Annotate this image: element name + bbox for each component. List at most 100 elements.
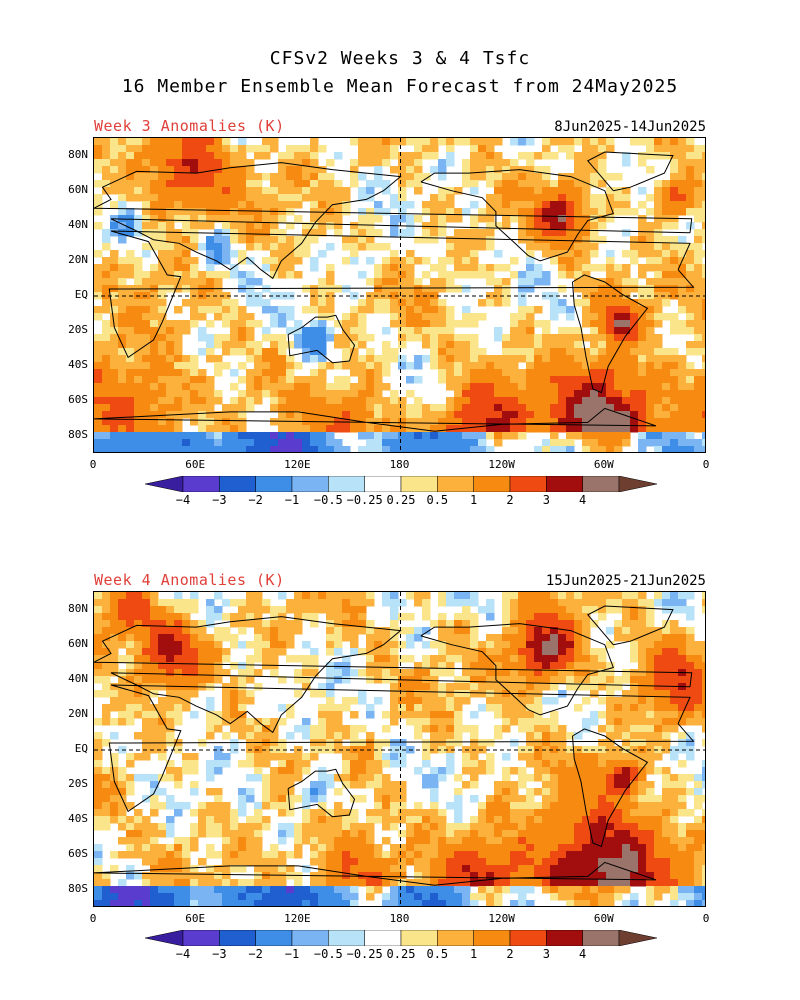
anomaly-cell [510,823,519,831]
anomaly-cell [614,355,623,363]
anomaly-cell [638,802,647,810]
anomaly-cell [526,320,535,328]
anomaly-cell [222,299,231,307]
anomaly-cell [518,725,527,733]
anomaly-cell [398,432,407,440]
anomaly-cell [230,697,239,705]
anomaly-cell [582,264,591,272]
anomaly-cell [110,439,119,447]
anomaly-cell [622,767,631,775]
anomaly-cell [406,180,415,188]
anomaly-cell [150,809,159,817]
anomaly-cell [198,166,207,174]
anomaly-cell [142,313,151,321]
anomaly-cell [326,711,335,719]
anomaly-cell [646,795,655,803]
anomaly-cell [638,348,647,356]
anomaly-cell [310,222,319,230]
anomaly-cell [574,669,583,677]
anomaly-cell [174,257,183,265]
anomaly-cell [630,816,639,824]
anomaly-cell [694,418,703,426]
anomaly-cell [438,599,447,607]
anomaly-cell [246,229,255,237]
anomaly-cell [414,697,423,705]
anomaly-cell [462,620,471,628]
anomaly-cell [406,613,415,621]
anomaly-cell [278,627,287,635]
anomaly-cell [430,432,439,440]
anomaly-cell [470,439,479,447]
anomaly-cell [310,837,319,845]
anomaly-cell [342,341,351,349]
anomaly-cell [518,634,527,642]
anomaly-cell [166,341,175,349]
anomaly-cell [654,285,663,293]
anomaly-cell [566,327,575,335]
anomaly-cell [470,739,479,747]
anomaly-cell [598,376,607,384]
anomaly-cell [198,404,207,412]
anomaly-cell [582,236,591,244]
anomaly-cell [110,327,119,335]
anomaly-cell [318,774,327,782]
anomaly-cell [206,404,215,412]
anomaly-cell [694,655,703,663]
anomaly-cell [238,802,247,810]
anomaly-cell [606,306,615,314]
anomaly-cell [414,690,423,698]
anomaly-cell [558,362,567,370]
anomaly-cell [102,802,111,810]
anomaly-cell [158,439,167,447]
anomaly-cell [150,152,159,160]
anomaly-cell [134,439,143,447]
anomaly-cell [686,439,695,447]
anomaly-cell [190,201,199,209]
anomaly-cell [686,341,695,349]
anomaly-cell [646,222,655,230]
anomaly-cell [294,655,303,663]
anomaly-cell [430,823,439,831]
anomaly-cell [694,718,703,726]
anomaly-cell [190,669,199,677]
anomaly-cell [182,152,191,160]
anomaly-cell [182,397,191,405]
anomaly-cell [334,152,343,160]
anomaly-cell [134,327,143,335]
anomaly-cell [110,613,119,621]
anomaly-cell [454,795,463,803]
anomaly-cell [550,229,559,237]
anomaly-cell [430,138,439,146]
anomaly-cell [686,166,695,174]
anomaly-cell [94,690,103,698]
coastline [108,230,695,359]
anomaly-cell [462,138,471,146]
anomaly-cell [398,669,407,677]
anomaly-cell [174,662,183,670]
anomaly-cell [286,264,295,272]
anomaly-cell [422,236,431,244]
anomaly-cell [334,397,343,405]
anomaly-cell [390,620,399,628]
anomaly-cell [678,432,687,440]
anomaly-cell [446,369,455,377]
anomaly-cell [262,236,271,244]
anomaly-cell [550,152,559,160]
anomaly-cell [254,767,263,775]
anomaly-cell [190,662,199,670]
anomaly-cell [126,627,135,635]
anomaly-cell [446,439,455,447]
anomaly-cell [278,823,287,831]
anomaly-cell [334,592,343,600]
anomaly-cell [142,634,151,642]
anomaly-cell [318,166,327,174]
anomaly-cell [270,250,279,258]
anomaly-cell [270,446,279,452]
anomaly-cell [438,187,447,195]
anomaly-cell [270,844,279,852]
anomaly-cell [158,306,167,314]
anomaly-cell [470,711,479,719]
anomaly-cell [454,446,463,452]
anomaly-cell [278,362,287,370]
lat-tick-label: 40N [68,217,88,231]
